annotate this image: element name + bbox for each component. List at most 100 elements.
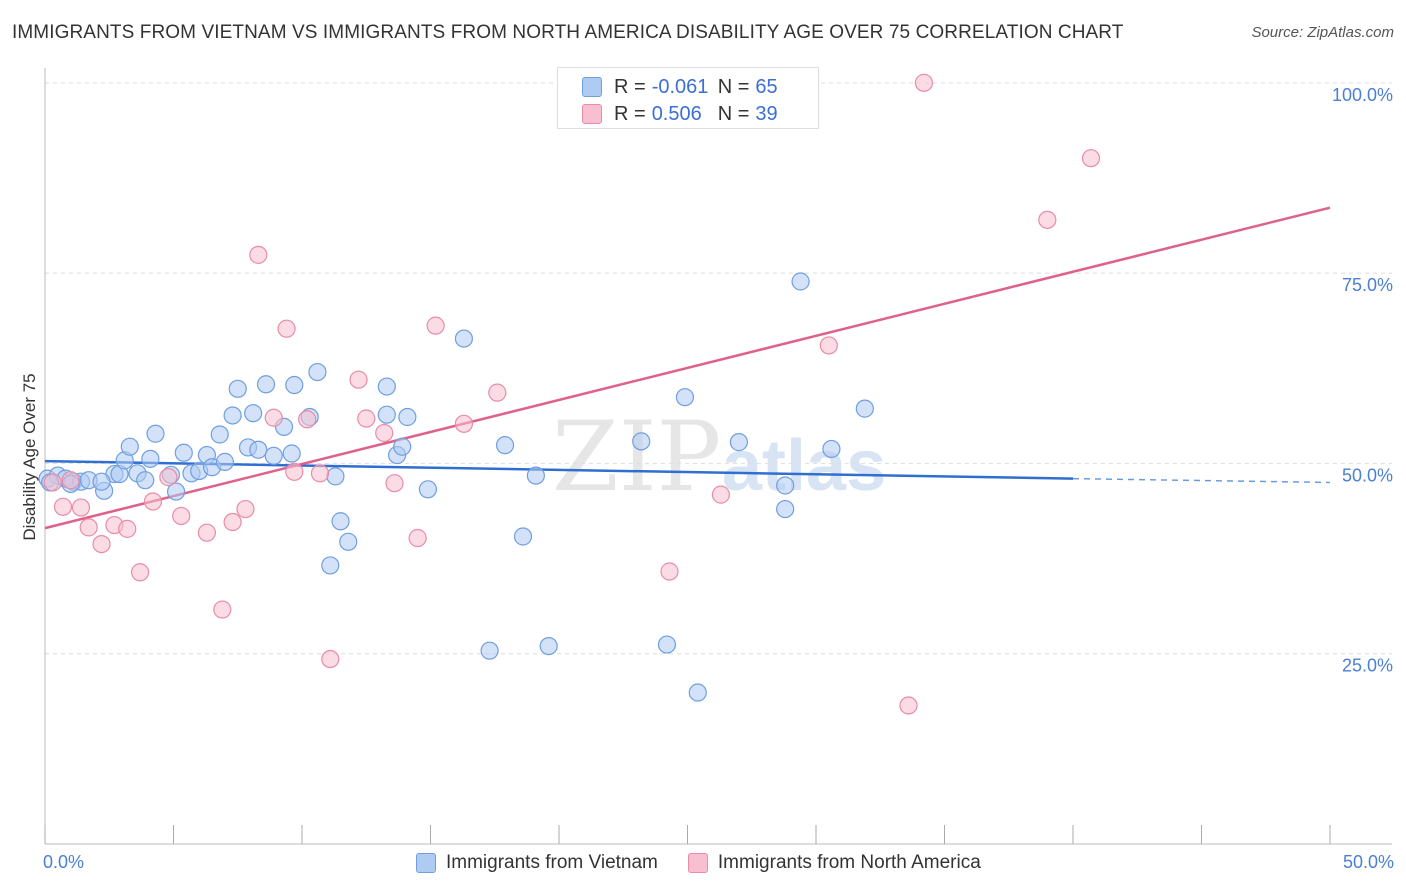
vietnam-point [141,449,160,468]
north-america-point [264,408,283,427]
vietnam-point [855,399,874,418]
vietnam-point [480,641,499,660]
data-points [38,73,1101,715]
legend-item-vietnam[interactable]: Immigrants from Vietnam [416,852,658,874]
vietnam-point [776,499,795,519]
north-america-swatch [582,104,602,124]
north-america-trend-line [44,206,1331,530]
north-america-point [321,649,340,669]
vietnam-point [526,466,545,485]
vietnam-point [120,437,139,456]
vietnam-point [657,635,677,654]
north-america-point [172,506,191,526]
vietnam-trend-extension [1072,477,1331,484]
vietnam-point [688,683,707,702]
north-america-point [819,336,838,355]
vietnam-point [377,377,396,396]
y-tick-label: 50.0% [1342,465,1393,485]
north-america-point [223,512,242,532]
vietnam-point [791,272,810,291]
stats-legend: R = -0.061 N = 65 R = 0.506 N = 39 [557,67,819,129]
north-america-point [426,316,445,335]
legend-label: Immigrants from Vietnam [446,852,658,873]
north-america-point [71,498,91,517]
r-value: 0.506 [651,102,702,125]
vietnam-point [174,443,193,462]
chart-title: IMMIGRANTS FROM VIETNAM VS IMMIGRANTS FR… [12,22,1124,43]
north-america-point [159,468,178,487]
north-america-point [899,696,918,715]
vietnam-point [282,444,301,463]
north-america-point [408,528,427,548]
north-america-point [454,414,474,433]
n-label: N = [717,75,750,98]
vietnam-point [308,362,327,382]
north-america-point [385,474,404,493]
north-america-point [277,319,296,338]
stats-row-north-america: R = 0.506 N = 39 [582,102,778,126]
vietnam-point [632,432,651,451]
north-america-point [357,409,376,428]
vietnam-point [223,406,242,425]
north-america-point [298,410,317,429]
north-america-point [213,600,232,619]
vietnam-point [339,532,358,551]
north-america-point [711,485,731,504]
series-legend: Immigrants from Vietnam Immigrants from … [416,852,1011,874]
vietnam-point [539,636,558,656]
vietnam-point [244,404,263,423]
watermark-atlas: atlas [722,426,886,506]
north-america-point [236,499,255,519]
vietnam-point [331,512,350,531]
vietnam-point [418,480,438,499]
vietnam-point [729,433,749,452]
watermark-zip: ZIP [552,401,721,513]
r-label: R = [614,102,646,125]
north-america-point [375,423,394,443]
north-america-point [43,473,62,492]
y-tick-label: 25.0% [1342,656,1393,676]
vietnam-point [513,527,533,546]
north-america-point [914,73,934,92]
vietnam-point [776,476,795,495]
north-america-point [130,563,150,582]
vietnam-point [166,482,186,501]
north-america-point [349,370,368,389]
vietnam-point [210,425,229,444]
watermark: ZIP atlas [552,401,886,513]
north-america-point [660,562,679,581]
n-value: 39 [755,102,778,125]
north-america-point [310,464,330,483]
north-america-swatch [687,853,708,873]
x-tick-label-min: 0.0% [43,852,85,872]
stats-row-vietnam: R = -0.061 N = 65 [582,75,778,99]
north-america-point [285,462,304,481]
vietnam-swatch [416,853,436,873]
north-america-point [1081,149,1101,168]
source-label: Source: ZipAtlas.com [1251,24,1394,41]
vietnam-point [377,405,396,424]
y-axis-label: Disability Age Over 75 [20,373,39,541]
legend-item-north-america[interactable]: Immigrants from North America [687,852,981,874]
vietnam-point [675,388,695,407]
y-tick-labels: 25.0% 50.0% 75.0% 100.0% [1332,85,1393,676]
r-label: R = [614,75,646,98]
x-tick-label-max: 50.0% [1342,852,1394,872]
vietnam-point [264,446,283,465]
vietnam-point [326,467,345,486]
vietnam-point [398,407,417,427]
vietnam-point [146,424,165,443]
north-america-point [1038,210,1057,229]
north-america-point [79,518,98,537]
n-value: 65 [755,75,778,98]
vietnam-point [215,452,234,471]
y-tick-label: 100.0% [1332,85,1393,105]
north-america-point [488,383,507,402]
vietnam-point [136,471,155,490]
vietnam-point [249,440,268,459]
vietnam-point [454,329,474,348]
legend-label: Immigrants from North America [717,852,981,873]
vietnam-point [495,436,515,455]
vietnam-point [256,375,276,394]
